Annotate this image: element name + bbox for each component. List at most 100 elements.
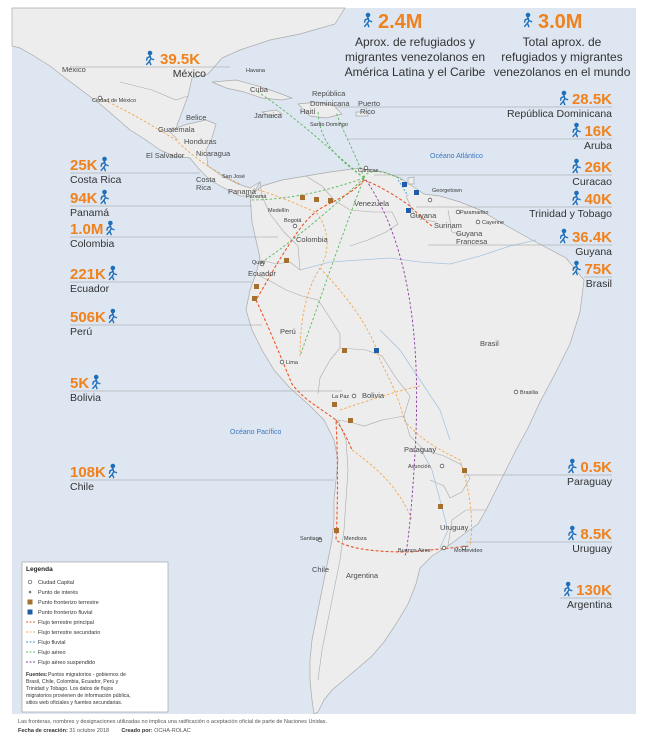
puerto-rico-island: [355, 111, 369, 117]
capital-city-marker: [441, 545, 447, 551]
country-value: 1.0M: [70, 221, 103, 238]
country-name: Bolivia: [70, 392, 101, 404]
country-name: Argentina: [567, 599, 612, 611]
capital-city-marker: [461, 545, 467, 551]
point-of-interest-symbol: [28, 590, 32, 594]
land-border-point-marker: [342, 348, 347, 353]
footer: Las fronteras, nombres y designaciones u…: [18, 718, 638, 736]
capital-city-marker: [279, 359, 285, 365]
region-caption-line-1: Aprox. de refugiados y: [355, 35, 475, 49]
country-value: 16K: [584, 123, 612, 140]
country-value: 25K: [70, 157, 98, 174]
land-border-symbol: [27, 599, 33, 605]
legend-sources-line-5: sitios web oficiales y fuentes secundari…: [26, 700, 122, 706]
land-border-point-marker: [438, 504, 443, 509]
capital-city-marker: [475, 219, 481, 225]
ocean-label-pacific: Océano Pacífico: [230, 429, 281, 436]
land-border-point-marker: [254, 284, 259, 289]
legend-item-capital: Ciudad Capital: [38, 580, 74, 586]
country-name: México: [173, 68, 206, 80]
capital-city-marker: [97, 95, 103, 101]
map-city-labels: Ciudad de México Havana San José Caracas…: [92, 68, 539, 554]
flow-main: [255, 179, 471, 553]
city-label-cayenne: Cayenne: [482, 220, 504, 226]
world-total-value: 3.0M: [538, 11, 582, 33]
legend-sources-label: Fuentes:: [26, 672, 48, 678]
city-label-medellin: Medellín: [268, 208, 289, 214]
country-value: 40K: [584, 191, 612, 208]
country-value: 221K: [70, 266, 106, 283]
city-label-caracas: Caracas: [358, 168, 379, 174]
creator-value: OCHA-ROLAC: [154, 728, 191, 734]
country-name: República Dominicana: [507, 108, 612, 120]
country-name: Uruguay: [572, 543, 612, 555]
legend-item-land-border: Punto fronterizo terrestre: [38, 600, 99, 606]
city-label-havana: Havana: [246, 68, 266, 74]
country-value: 28.5K: [572, 91, 612, 108]
map-label-puerto-rico-1: Puerto: [358, 99, 380, 108]
jamaica-island: [260, 109, 283, 117]
capital-city-marker: [363, 165, 369, 171]
country-value: 130K: [576, 582, 612, 599]
city-label-san-jose: San José: [222, 174, 245, 180]
border-crossing-markers: [252, 182, 467, 533]
flow-air-suspended: [365, 179, 418, 557]
footer-disclaimer: Las fronteras, nombres y designaciones u…: [18, 719, 328, 725]
country-value: 36.4K: [572, 229, 612, 246]
country-value: 506K: [70, 309, 106, 326]
legend-item-point-of-interest: Punto de interés: [38, 590, 78, 596]
land-border-point-marker: [332, 402, 337, 407]
map-label-panama: Panamá: [228, 187, 257, 196]
map-label-belize: Belice: [186, 113, 206, 122]
country-name: Perú: [70, 326, 92, 338]
map-label-brazil: Brasil: [480, 339, 499, 348]
country-name: Trinidad y Tobago: [529, 208, 612, 220]
river-border-point-marker: [374, 348, 379, 353]
country-value: 39.5K: [160, 51, 200, 68]
world-caption-line-2: refugiados y migrantes: [501, 50, 622, 64]
map-label-uruguay: Uruguay: [440, 523, 469, 532]
country-name: Guyana: [575, 246, 612, 258]
capital-city-marker: [259, 261, 265, 267]
city-label-panama-city: Panamá: [246, 194, 267, 200]
map-label-honduras: Honduras: [184, 137, 217, 146]
city-label-mendoza: Mendoza: [344, 536, 368, 542]
capital-city-marker: [351, 393, 357, 399]
legend-sources-line-1: Puntos migratorios - gobiernos de: [48, 672, 126, 678]
country-name: Curacao: [572, 176, 612, 188]
country-name: Colombia: [70, 238, 115, 250]
map-label-jamaica: Jamaica: [254, 111, 283, 120]
country-name: Brasil: [586, 278, 612, 290]
country-value: 75K: [584, 261, 612, 278]
country-name: Aruba: [584, 140, 612, 152]
river-border-point-marker: [402, 182, 407, 187]
country-value: 8.5K: [580, 526, 612, 543]
map-label-costa-rica-1: Costa: [196, 175, 216, 184]
world-caption-line-1: Total aprox. de: [523, 35, 602, 49]
legend-box: [21, 561, 169, 713]
legend-sources-line-4: migratorios provienen de información púb…: [26, 693, 131, 699]
cuba-island: [211, 79, 294, 101]
hispaniola-island: [297, 101, 343, 119]
legend-item-air-flow: Flujo aéreo: [38, 650, 66, 656]
region-caption-line-3: América Latina y el Caribe: [345, 65, 486, 79]
city-label-brasilia: Brasilia: [520, 390, 539, 396]
city-label-mexico-city: Ciudad de México: [92, 98, 136, 104]
country-value: 26K: [584, 159, 612, 176]
city-label-bogota: Bogotá: [284, 218, 302, 224]
region-caption-line-2: migrantes venezolanos en: [345, 50, 485, 64]
country-value: 5K: [70, 375, 89, 392]
city-label-montevideo: Montevideo: [454, 548, 482, 554]
map-label-nicaragua: Nicaragua: [196, 149, 231, 158]
region-total-value: 2.4M: [378, 11, 422, 33]
